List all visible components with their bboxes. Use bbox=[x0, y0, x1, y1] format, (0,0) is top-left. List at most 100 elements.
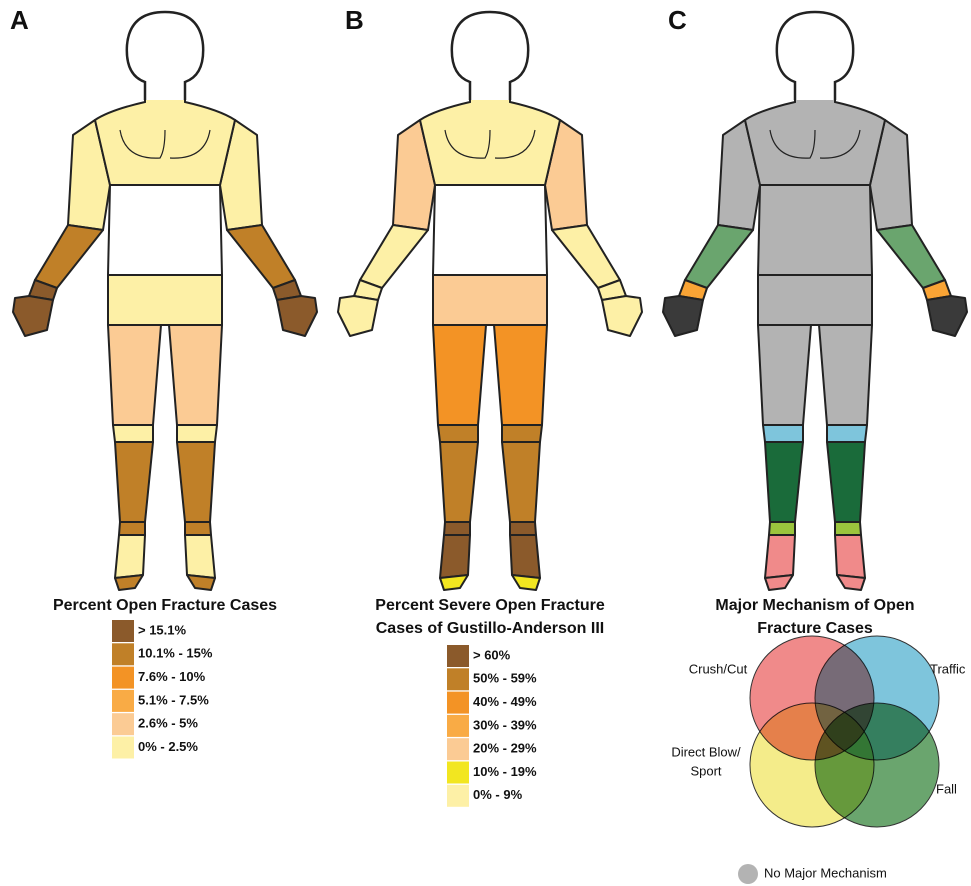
body-region bbox=[169, 325, 222, 425]
panel-letter: A bbox=[10, 5, 29, 35]
body-region bbox=[827, 442, 865, 522]
body-region bbox=[177, 442, 215, 522]
legend-label: > 60% bbox=[473, 647, 511, 662]
body-region bbox=[185, 535, 215, 578]
body-region bbox=[663, 296, 703, 336]
body-region bbox=[115, 575, 143, 590]
body-region bbox=[119, 522, 145, 535]
head bbox=[452, 12, 528, 100]
body-region bbox=[185, 522, 211, 535]
body-region bbox=[927, 296, 967, 336]
body-region bbox=[177, 425, 217, 442]
legend-swatch bbox=[112, 643, 134, 665]
body-region bbox=[502, 442, 540, 522]
body-region bbox=[819, 325, 872, 425]
body-region bbox=[187, 575, 215, 590]
legend-swatch bbox=[447, 692, 469, 714]
body-region bbox=[108, 325, 161, 425]
body-region bbox=[113, 425, 153, 442]
none-swatch bbox=[738, 864, 758, 884]
body-region bbox=[444, 522, 470, 535]
body-region bbox=[602, 296, 642, 336]
venn-circle bbox=[815, 703, 939, 827]
body-region bbox=[765, 575, 793, 590]
body-region bbox=[277, 296, 317, 336]
panel-title: Percent Severe Open Fracture bbox=[375, 597, 605, 614]
panel-title: Cases of Gustillo-Anderson III bbox=[376, 620, 604, 637]
body-region bbox=[440, 535, 470, 578]
legend-label: > 15.1% bbox=[138, 622, 187, 637]
venn-label: Crush/Cut bbox=[689, 661, 748, 676]
body-region bbox=[510, 535, 540, 578]
figure: A Percent Open Fracture Cases > 15.1% 10.1%… bbox=[0, 0, 971, 886]
body-region bbox=[115, 535, 145, 578]
head bbox=[777, 12, 853, 100]
panel-title: Percent Open Fracture Cases bbox=[53, 597, 277, 614]
body-region bbox=[227, 225, 295, 288]
legend-label: 7.6% - 10% bbox=[138, 669, 206, 684]
legend-label: 30% - 39% bbox=[473, 717, 537, 732]
panel-letter: C bbox=[668, 5, 687, 35]
body-region bbox=[835, 535, 865, 578]
venn-label: Traffic bbox=[930, 661, 966, 676]
body-region bbox=[552, 225, 620, 288]
body-region bbox=[494, 325, 547, 425]
panel-title: Major Mechanism of Open bbox=[715, 597, 914, 614]
legend-swatch bbox=[112, 690, 134, 712]
legend-label: 0% - 2.5% bbox=[138, 739, 198, 754]
legend-swatch bbox=[447, 738, 469, 760]
legend-swatch bbox=[112, 713, 134, 735]
legend-label: 40% - 49% bbox=[473, 694, 537, 709]
body-region bbox=[35, 225, 103, 288]
body-region bbox=[758, 325, 811, 425]
venn-label: Direct Blow/ bbox=[671, 744, 741, 759]
body-region bbox=[835, 522, 861, 535]
body-region bbox=[433, 325, 486, 425]
legend-swatch bbox=[447, 762, 469, 784]
body-region bbox=[440, 442, 478, 522]
legend-swatch bbox=[447, 715, 469, 737]
body-region bbox=[758, 275, 872, 325]
legend-label: 10% - 19% bbox=[473, 764, 537, 779]
legend-swatch bbox=[447, 645, 469, 667]
venn-label: Sport bbox=[690, 763, 721, 778]
body-region bbox=[837, 575, 865, 590]
body-region bbox=[13, 296, 53, 336]
legend-swatch bbox=[112, 667, 134, 689]
body-region bbox=[502, 425, 542, 442]
body-region bbox=[433, 185, 547, 275]
body-region bbox=[433, 275, 547, 325]
body-region bbox=[763, 425, 803, 442]
body-region bbox=[115, 442, 153, 522]
legend-swatch bbox=[112, 737, 134, 759]
legend-label: 20% - 29% bbox=[473, 741, 537, 756]
legend-label: 50% - 59% bbox=[473, 671, 537, 686]
body-region bbox=[765, 535, 795, 578]
body-region bbox=[685, 225, 753, 288]
body-region bbox=[765, 442, 803, 522]
legend-label: 0% - 9% bbox=[473, 787, 523, 802]
body-region bbox=[438, 425, 478, 442]
legend-label: 10.1% - 15% bbox=[138, 646, 213, 661]
panel-letter: B bbox=[345, 5, 364, 35]
legend-label: 5.1% - 7.5% bbox=[138, 692, 209, 707]
venn bbox=[750, 636, 939, 827]
body-region bbox=[108, 185, 222, 275]
body-region bbox=[338, 296, 378, 336]
legend-swatch bbox=[447, 785, 469, 807]
legend-label: 2.6% - 5% bbox=[138, 716, 198, 731]
body-region bbox=[769, 522, 795, 535]
body-region bbox=[108, 275, 222, 325]
panel-title: Fracture Cases bbox=[757, 620, 873, 637]
legend-swatch bbox=[447, 668, 469, 690]
body-region bbox=[510, 522, 536, 535]
body-region bbox=[827, 425, 867, 442]
legend-swatch bbox=[112, 620, 134, 642]
body-region bbox=[440, 575, 468, 590]
body-region bbox=[360, 225, 428, 288]
head bbox=[127, 12, 203, 100]
body-region bbox=[877, 225, 945, 288]
body-region bbox=[512, 575, 540, 590]
body-region bbox=[758, 185, 872, 275]
none-label: No Major Mechanism bbox=[764, 865, 887, 880]
